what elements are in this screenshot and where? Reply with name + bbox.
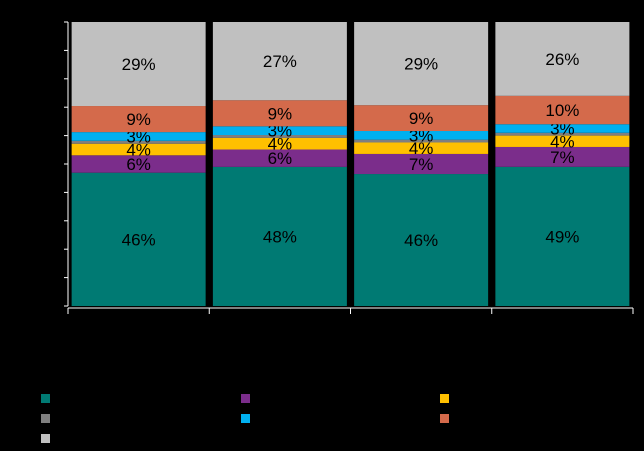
data-label: 27%: [263, 52, 297, 71]
data-label: 9%: [409, 109, 434, 128]
data-label: 46%: [122, 230, 156, 249]
data-label: 49%: [545, 227, 579, 246]
data-label: 26%: [545, 50, 579, 69]
data-label: 4%: [550, 132, 575, 151]
data-label: 3%: [409, 126, 434, 145]
legend-swatch: [241, 414, 250, 423]
data-label: 3%: [550, 120, 575, 139]
data-label: 9%: [126, 110, 151, 129]
bar-segment: [212, 100, 347, 127]
bar-segment: [354, 105, 489, 132]
bar-segment: [71, 22, 206, 107]
data-label: 29%: [122, 55, 156, 74]
bar-segment: [212, 135, 347, 138]
bar-segment: [212, 126, 347, 136]
bar-segment: [212, 149, 347, 167]
bar-segment: [495, 132, 630, 136]
bar-segment: [71, 132, 206, 141]
axes: [64, 21, 634, 314]
bar-segment: [71, 143, 206, 156]
bar-segment: [354, 153, 489, 175]
data-label: 9%: [268, 104, 293, 123]
data-label: 46%: [404, 231, 438, 250]
data-label: 4%: [268, 135, 293, 154]
data-label: 3%: [268, 122, 293, 141]
bar-segment: [212, 22, 347, 101]
bar-segment: [495, 166, 630, 306]
bar-segment: [495, 95, 630, 125]
legend-swatch: [241, 394, 250, 403]
data-label: 48%: [263, 227, 297, 246]
legend-swatch: [440, 394, 449, 403]
bar-segment: [212, 137, 347, 150]
bar-segment: [354, 139, 489, 143]
bar-segment: [71, 140, 206, 144]
data-label: 7%: [550, 148, 575, 167]
legend-swatch: [440, 414, 449, 423]
data-label: 6%: [126, 155, 151, 174]
legend-swatch: [41, 434, 50, 443]
data-label: 6%: [268, 149, 293, 168]
data-label: 4%: [409, 139, 434, 158]
bar-stacks: 46%6%4%3%9%29%48%6%4%3%9%27%46%7%4%3%9%2…: [71, 22, 630, 306]
data-label: 10%: [545, 101, 579, 120]
bar-segment: [354, 142, 489, 154]
bar-segment: [354, 22, 489, 106]
bar-segment: [212, 166, 347, 306]
bar-segment: [495, 124, 630, 133]
bar-segment: [495, 135, 630, 147]
legend: [41, 394, 449, 443]
data-label: 29%: [404, 55, 438, 74]
bar-segment: [71, 106, 206, 133]
data-label: 4%: [126, 141, 151, 160]
bar-segment: [71, 172, 206, 306]
data-label: 3%: [126, 127, 151, 146]
bar-segment: [495, 146, 630, 167]
legend-swatch: [41, 414, 50, 423]
bar-segment: [354, 174, 489, 306]
bar-segment: [354, 131, 489, 140]
data-label: 7%: [409, 155, 434, 174]
bar-segment: [495, 22, 630, 96]
bar-segment: [71, 155, 206, 173]
legend-swatch: [41, 394, 50, 403]
